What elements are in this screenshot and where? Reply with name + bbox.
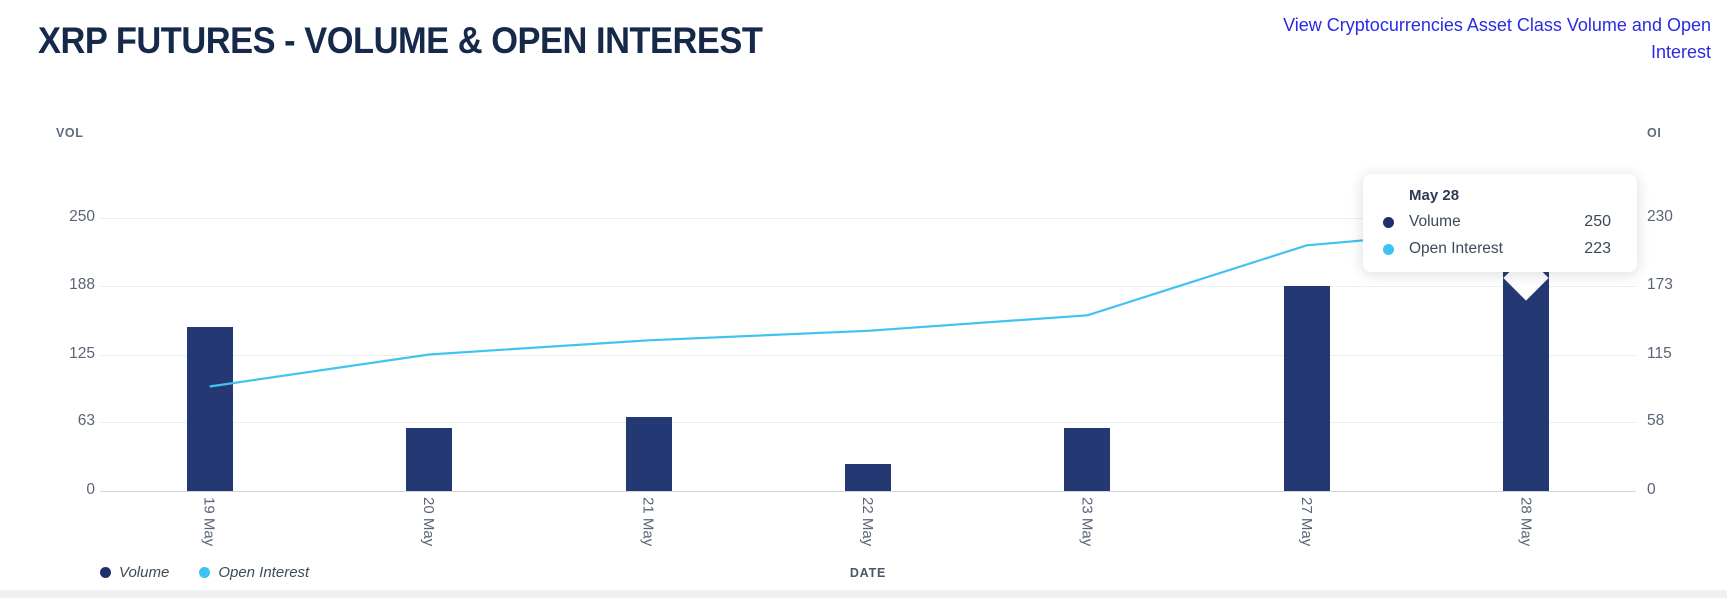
x-tick-label: 21 May (639, 497, 657, 547)
open-interest-dot-icon (199, 567, 211, 578)
view-asset-class-link[interactable]: View Cryptocurrencies Asset Class Volume… (1283, 15, 1711, 62)
x-axis-baseline (100, 491, 1636, 492)
x-tick-label: 28 May (1517, 497, 1535, 547)
right-axis-title: OI (1647, 126, 1662, 140)
legend-item-label: Volume (119, 564, 170, 581)
y-tick-label-right: 0 (1647, 481, 1656, 498)
tooltip-row-label: Volume (1409, 213, 1461, 230)
gridline (100, 422, 1636, 424)
volume-bar-19-may[interactable] (186, 327, 233, 491)
tooltip-row-value: 223 (1584, 240, 1611, 257)
y-tick-label-right: 58 (1647, 412, 1665, 430)
y-tick-label-left: 250 (69, 208, 95, 225)
tooltip-title: May 28 (1409, 187, 1460, 204)
tooltip-row: Volume 250 (1383, 213, 1611, 231)
tooltip-row: Open Interest 223 (1383, 240, 1611, 258)
legend-item-label: Open Interest (218, 564, 310, 581)
gridline (100, 354, 1636, 356)
tooltip-row-label: Open Interest (1409, 240, 1503, 257)
gridline (100, 218, 1636, 219)
volume-dot-icon (100, 567, 111, 578)
y-tick-label-left: 188 (69, 275, 95, 293)
legend-item-open-interest[interactable]: Open Interest (199, 564, 309, 581)
volume-bar-23-may[interactable] (1064, 427, 1111, 491)
bottom-scroll-track[interactable] (0, 590, 1727, 598)
y-tick-label-left: 0 (86, 481, 95, 498)
y-tick-label-left: 125 (69, 344, 95, 362)
x-tick-label: 20 May (420, 497, 438, 547)
volume-bar-20-may[interactable] (406, 427, 453, 491)
open-interest-line-path[interactable] (209, 225, 1527, 388)
legend-item-volume[interactable]: Volume (100, 564, 169, 581)
y-tick-label-left: 63 (77, 412, 95, 430)
y-tick-label-right: 230 (1647, 208, 1673, 225)
tooltip-row-value: 250 (1584, 213, 1611, 230)
x-axis-title: DATE (849, 566, 887, 580)
left-axis-title: VOL (56, 126, 84, 140)
y-tick-label-right: 115 (1647, 344, 1672, 362)
tooltip: May 28 Volume 250 Open Interest 223 (1363, 174, 1637, 272)
volume-bar-27-may[interactable] (1283, 285, 1330, 491)
y-tick-label-right: 173 (1647, 275, 1673, 293)
open-interest-dot-icon (1383, 243, 1394, 255)
volume-bar-21-may[interactable] (625, 416, 672, 491)
page-title: XRP FUTURES - VOLUME & OPEN INTEREST (38, 20, 763, 61)
legend: Volume Open Interest (100, 564, 309, 581)
x-tick-label: 19 May (200, 497, 218, 547)
gridline (100, 285, 1636, 287)
volume-dot-icon (1383, 216, 1394, 228)
x-tick-label: 22 May (859, 497, 876, 547)
x-tick-label: 27 May (1297, 497, 1315, 547)
x-tick-label: 23 May (1078, 497, 1096, 547)
volume-bar-22-may[interactable] (845, 463, 891, 491)
